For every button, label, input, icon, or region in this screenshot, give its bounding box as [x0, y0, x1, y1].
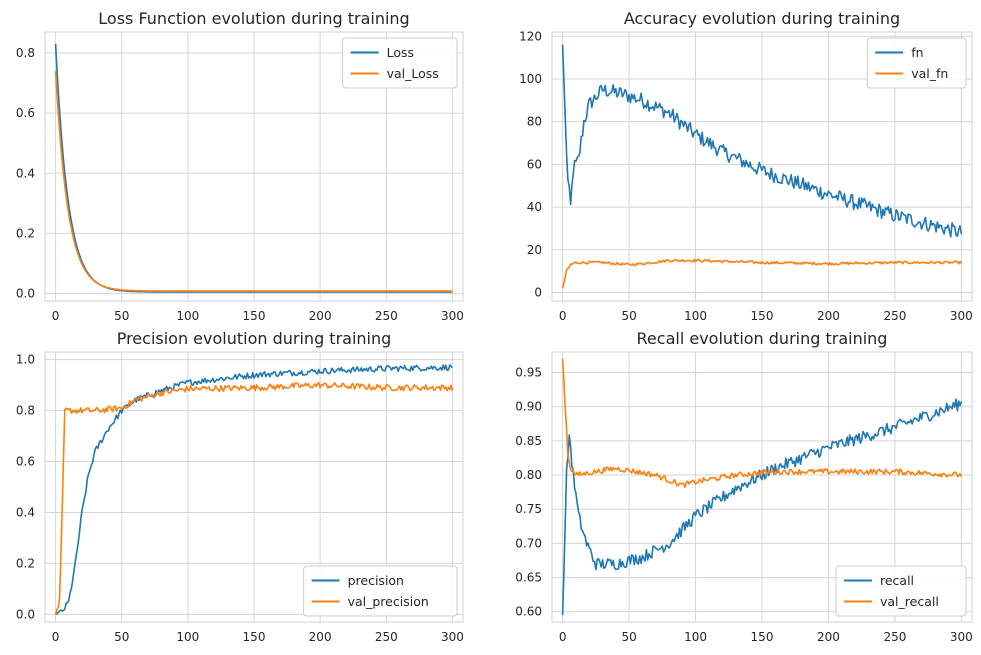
y-tick-label: 0.2: [16, 226, 35, 240]
legend-label: val_Loss: [387, 66, 439, 81]
x-tick-label: 100: [684, 630, 707, 644]
x-tick-label: 300: [950, 309, 973, 323]
subplot-4: 0 50 100 150 200 250 300 0.60 0.65 0.70 0.75 0.80 0.…: [515, 329, 973, 644]
subplot-3: 0 50 100 150 200 250 300 0.0 0.2 0.4 0.6 0.8 1.0 Prec…: [16, 329, 464, 644]
x-tick-label: 150: [751, 630, 774, 644]
legend-box: [303, 565, 458, 617]
subplot-1: 0 50 100 150 200 250 300 0.0 0.2 0.4 0.6 0.8 Loss Fu…: [16, 9, 464, 323]
chart-title: Accuracy evolution during training: [624, 9, 900, 28]
series-line-val-fn: [561, 258, 963, 289]
y-tick-label: 40: [527, 200, 542, 214]
series-line-fn: [561, 44, 963, 238]
x-tick-label: 150: [243, 309, 266, 323]
y-tick-label: 0.8: [16, 404, 35, 418]
y-tick-label: 0: [534, 285, 542, 299]
legend-label: Loss: [387, 45, 414, 60]
y-tick-label: 60: [527, 157, 542, 171]
x-tick-label: 50: [114, 630, 129, 644]
x-tick-label: 100: [684, 309, 707, 323]
legend-box: [342, 37, 458, 89]
chart-title: Precision evolution during training: [117, 329, 392, 348]
legend: precision val_precision: [303, 565, 458, 617]
y-tick-label: 20: [527, 243, 542, 257]
y-tick-label: 0.75: [515, 502, 542, 516]
y-tick-label: 0.6: [16, 455, 35, 469]
x-tick-label: 0: [559, 630, 567, 644]
x-tick-label: 250: [375, 630, 398, 644]
chart-title: Recall evolution during training: [637, 329, 888, 348]
y-tick-label: 0.4: [16, 166, 35, 180]
y-tick-label: 0.70: [515, 536, 542, 550]
y-tick-label: 0.60: [515, 605, 542, 619]
series-line-val-recall: [561, 358, 963, 489]
legend: Loss val_Loss: [342, 37, 458, 89]
y-tick-label: 100: [519, 72, 542, 86]
x-tick-label: 100: [176, 309, 199, 323]
legend-label: recall: [880, 573, 914, 588]
series-line-val-loss: [54, 71, 453, 292]
x-tick-label: 50: [114, 309, 129, 323]
x-tick-label: 150: [751, 309, 774, 323]
x-tick-label: 50: [621, 630, 636, 644]
x-tick-label: 0: [52, 309, 60, 323]
legend-label: val_precision: [348, 594, 429, 609]
x-tick-label: 300: [441, 309, 464, 323]
legend-label: val_recall: [880, 594, 939, 609]
y-tick-label: 0.8: [16, 46, 35, 60]
y-tick-label: 0.0: [16, 286, 35, 300]
y-tick-label: 0.85: [515, 434, 542, 448]
legend-label: fn: [911, 45, 923, 60]
y-tick-label: 0.0: [16, 607, 35, 621]
y-tick-label: 0.2: [16, 556, 35, 570]
y-tick-label: 120: [519, 29, 542, 43]
x-tick-label: 0: [52, 630, 60, 644]
x-tick-label: 250: [883, 630, 906, 644]
x-tick-label: 200: [817, 309, 840, 323]
x-tick-label: 200: [309, 309, 332, 323]
y-tick-label: 0.95: [515, 366, 542, 380]
y-tick-label: 0.90: [515, 400, 542, 414]
x-tick-label: 100: [176, 630, 199, 644]
x-tick-label: 300: [950, 630, 973, 644]
x-tick-label: 50: [621, 309, 636, 323]
legend-box: [866, 37, 967, 89]
legend-box: [835, 565, 967, 617]
x-tick-label: 200: [309, 630, 332, 644]
y-tick-label: 0.80: [515, 468, 542, 482]
x-tick-label: 250: [883, 309, 906, 323]
y-tick-label: 1.0: [16, 353, 35, 367]
legend: fn val_fn: [866, 37, 967, 89]
series-line-precision: [55, 364, 453, 616]
series-line-val-precision: [54, 382, 454, 615]
series-line-recall: [561, 398, 963, 616]
x-tick-label: 0: [559, 309, 567, 323]
x-tick-label: 200: [817, 630, 840, 644]
legend-label: val_fn: [911, 66, 948, 81]
y-tick-label: 0.4: [16, 505, 35, 519]
subplot-2: 0 50 100 150 200 250 300 0 20 40 60 80 100 120 Accurac…: [519, 9, 973, 323]
legend-label: precision: [348, 573, 404, 588]
x-tick-label: 300: [441, 630, 464, 644]
chart-title: Loss Function evolution during training: [98, 9, 409, 28]
legend: recall val_recall: [835, 565, 967, 617]
x-tick-label: 150: [243, 630, 266, 644]
x-tick-label: 250: [375, 309, 398, 323]
y-tick-label: 0.65: [515, 571, 542, 585]
y-tick-label: 80: [527, 115, 542, 129]
y-tick-label: 0.6: [16, 106, 35, 120]
